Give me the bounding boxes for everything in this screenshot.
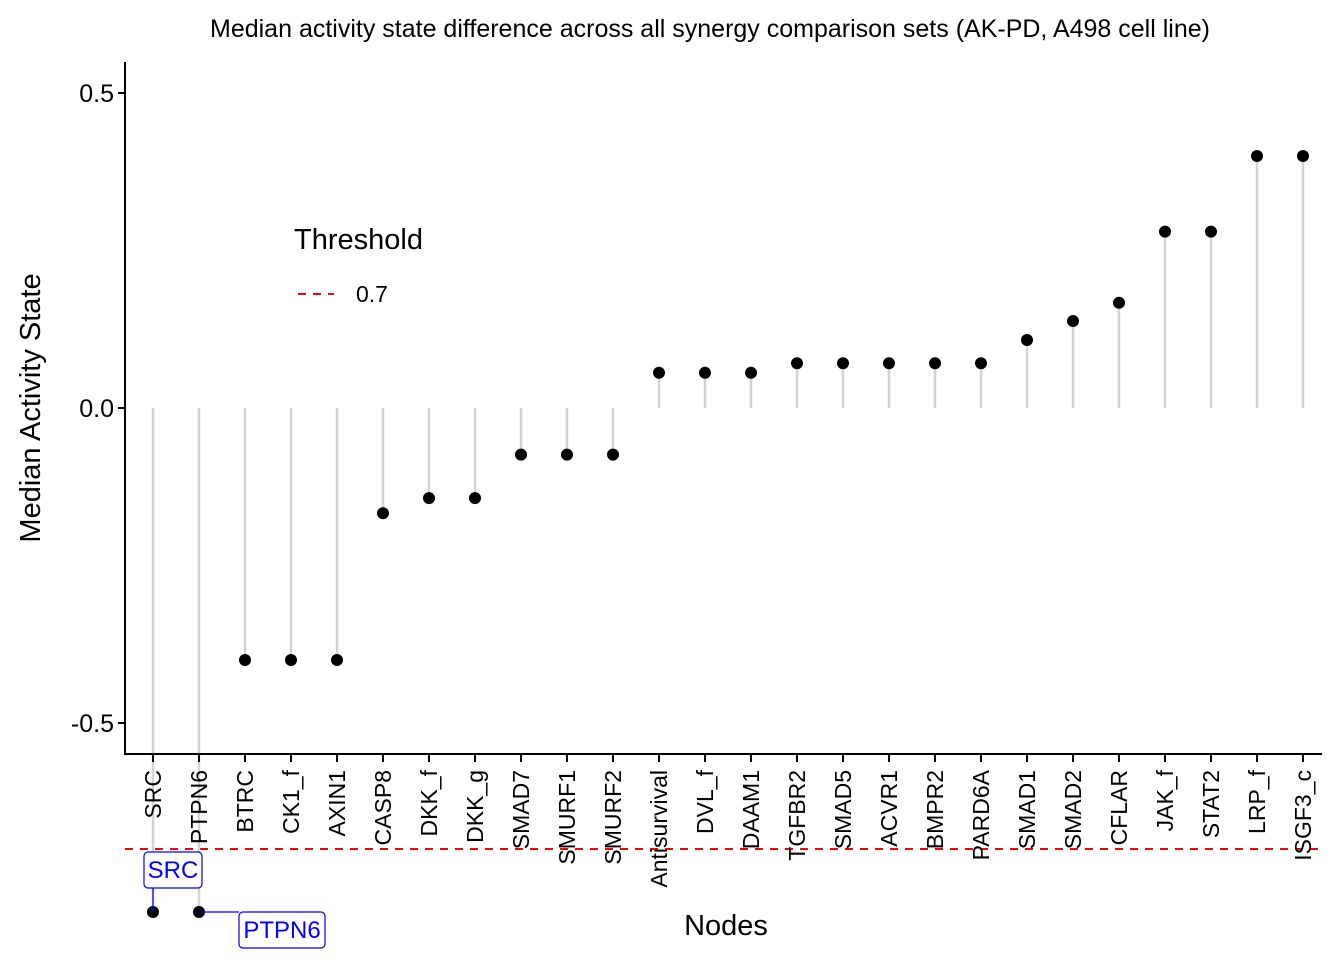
legend: Threshold 0.7 (294, 224, 423, 307)
point-smad1 (1021, 333, 1033, 346)
point-antisurvival (653, 366, 665, 379)
x-tick-label: BTRC (232, 770, 258, 833)
annotation-box-src (143, 851, 203, 889)
x-tick-label: DVL_f (692, 769, 718, 834)
point-casp8 (377, 507, 389, 520)
x-tick-label: Antisurvival (646, 770, 672, 888)
point-bmpr2 (929, 357, 941, 370)
point-stat2 (1205, 225, 1217, 238)
x-tick-label: SMAD1 (1014, 770, 1040, 849)
x-tick-label: JAK_f (1152, 769, 1178, 831)
x-tick-label: PTPN6 (186, 770, 212, 844)
point-lrp-f (1251, 150, 1263, 162)
annotations-layer: SRC PTPN6 (143, 851, 326, 949)
point-ck1-f (285, 654, 297, 666)
annotation-box-ptpn6 (238, 911, 326, 949)
x-tick-label: DKK_g (462, 770, 488, 843)
x-tick-label: SMAD7 (508, 770, 534, 849)
x-tick-label: DAAM1 (738, 770, 764, 849)
point-pard6a (975, 357, 987, 370)
legend-title: Threshold (294, 224, 423, 256)
point-jak-f (1159, 225, 1171, 238)
annotation-label-src: SRC (148, 857, 199, 884)
x-tick-label: CASP8 (370, 770, 396, 845)
point-acvr1 (883, 357, 895, 370)
x-tick-label: BMPR2 (922, 770, 948, 849)
point-axin1 (331, 654, 343, 666)
x-tick-label: LRP_f (1244, 769, 1270, 834)
y-ticks: 1.00.50.0-0.5-1.0 (71, 80, 125, 738)
point-dkk-g (469, 492, 481, 505)
x-tick-label: SMURF1 (554, 770, 580, 865)
point-cflar (1113, 296, 1125, 309)
x-tick-label: PARD6A (968, 769, 994, 860)
x-tick-label: CK1_f (278, 769, 304, 834)
point-tgfbr2 (791, 357, 803, 370)
point-smurf2 (607, 448, 619, 461)
legend-label: 0.7 (356, 281, 388, 307)
point-smad5 (837, 357, 849, 370)
point-smad7 (515, 448, 527, 461)
x-tick-label: AXIN1 (324, 770, 350, 836)
x-tick-label: SMURF2 (600, 770, 626, 865)
x-ticks: SRC PTPN6 BTRC CK1_f AXIN1 CASP8 DKK_f DKK_g SMA… (140, 754, 1316, 888)
point-dkk-f (423, 492, 435, 505)
x-axis-title: Nodes (684, 910, 768, 942)
x-tick-label: SMAD5 (830, 770, 856, 849)
points-layer (147, 150, 1309, 918)
y-tick-label: 0.0 (79, 395, 114, 423)
point-dvl-f (699, 366, 711, 379)
x-tick-label: TGFBR2 (784, 770, 810, 861)
y-tick-label: 0.5 (79, 80, 114, 108)
point-btrc (239, 654, 251, 666)
x-tick-label: DKK_f (416, 769, 442, 836)
point-daam1 (745, 366, 757, 379)
point-smurf1 (561, 448, 573, 461)
x-tick-label: ISGF3_c (1290, 770, 1316, 861)
y-axis-title: Median Activity State (15, 273, 47, 542)
point-smad2 (1067, 315, 1079, 328)
x-tick-label: ACVR1 (876, 770, 902, 847)
annotation-label-ptpn6: PTPN6 (243, 917, 320, 944)
x-tick-label: CFLAR (1106, 770, 1132, 845)
x-tick-label: SRC (140, 770, 166, 819)
point-isgf3-c (1297, 150, 1309, 162)
chart-title: Median activity state difference across … (210, 15, 1210, 43)
threshold-layer (125, 848, 1322, 850)
y-tick-label: -0.5 (71, 710, 114, 738)
x-tick-label: STAT2 (1198, 770, 1224, 838)
x-tick-label: SMAD2 (1060, 770, 1086, 849)
